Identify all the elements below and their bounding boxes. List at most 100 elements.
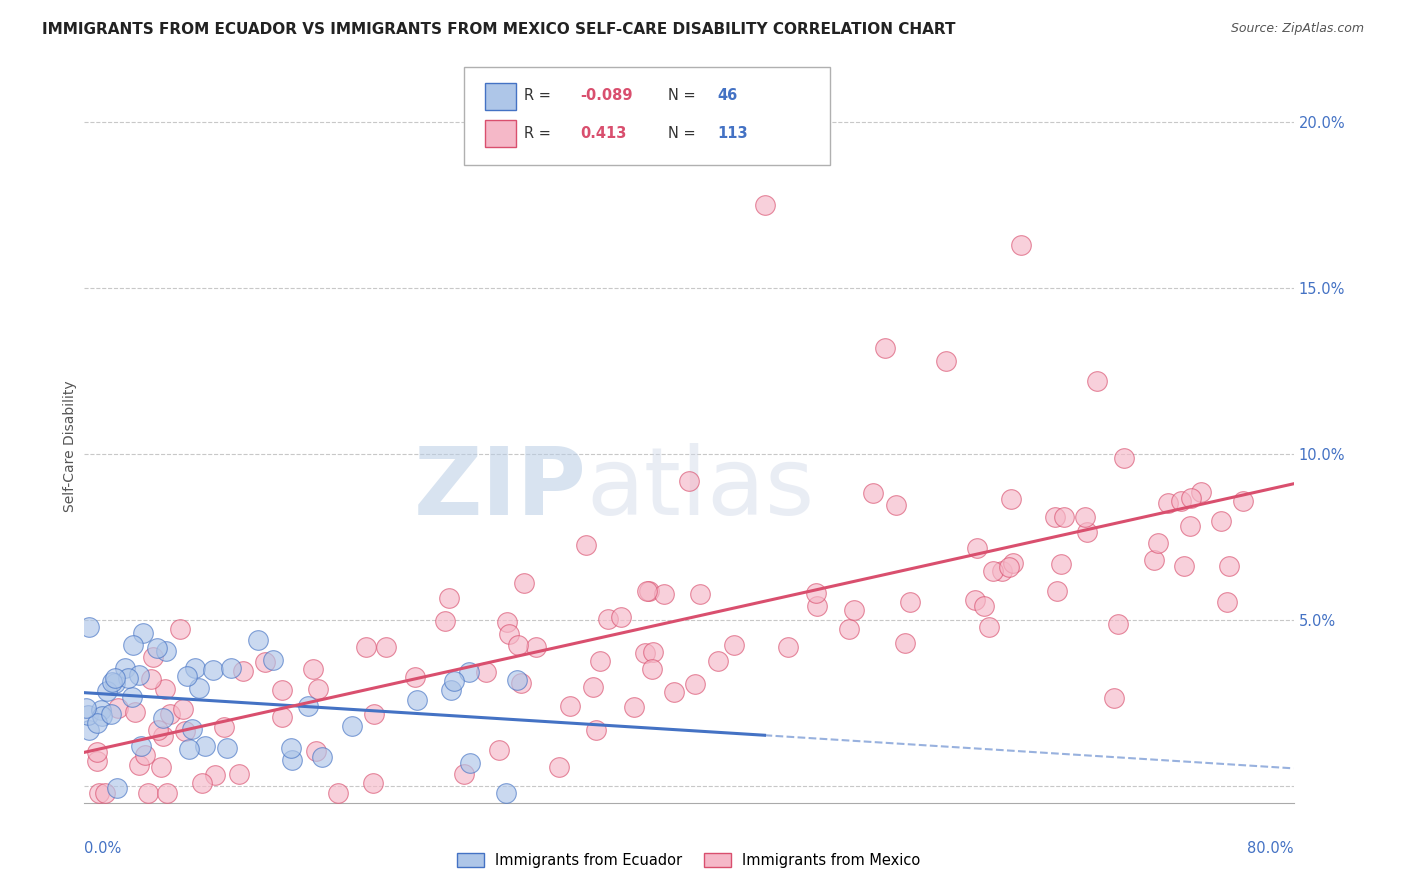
Point — [152, 711, 174, 725]
Point — [204, 768, 226, 782]
Point — [598, 612, 620, 626]
Point — [307, 682, 329, 697]
Point — [117, 672, 139, 686]
Point — [77, 620, 100, 634]
Point — [506, 673, 529, 688]
Point — [191, 775, 214, 789]
Point — [935, 354, 957, 368]
Point — [1211, 515, 1233, 529]
Point — [155, 682, 177, 697]
Point — [723, 638, 745, 652]
Text: -0.089: -0.089 — [581, 88, 633, 103]
Point — [981, 564, 1004, 578]
Point — [1189, 485, 1212, 500]
Point — [1000, 491, 1022, 506]
Point — [623, 700, 645, 714]
Point — [363, 707, 385, 722]
Point — [1076, 524, 1098, 539]
Point — [1046, 583, 1069, 598]
Point — [707, 654, 730, 668]
Point — [89, 786, 111, 800]
Point — [107, 701, 129, 715]
Point — [634, 646, 657, 660]
Point — [152, 729, 174, 743]
Point — [169, 622, 191, 636]
Point — [875, 341, 897, 355]
Point — [86, 715, 108, 730]
Point — [495, 786, 517, 800]
Point — [155, 644, 177, 658]
Point — [86, 745, 108, 759]
Point — [75, 701, 97, 715]
Point — [105, 780, 128, 795]
Point — [122, 638, 145, 652]
Point — [440, 683, 463, 698]
Point — [280, 740, 302, 755]
Point — [1156, 496, 1178, 510]
Point — [1107, 616, 1129, 631]
Point — [498, 627, 520, 641]
Text: N =: N = — [668, 88, 696, 103]
Point — [443, 674, 465, 689]
Point — [1216, 595, 1239, 609]
Point — [183, 661, 205, 675]
Point — [884, 498, 907, 512]
Point — [90, 703, 112, 717]
Text: 0.0%: 0.0% — [84, 841, 121, 856]
Point — [1180, 518, 1202, 533]
Point — [254, 655, 277, 669]
Point — [114, 661, 136, 675]
Point — [510, 675, 533, 690]
Point — [754, 198, 776, 212]
Point — [641, 662, 664, 676]
Point — [506, 639, 529, 653]
Point — [842, 603, 865, 617]
Point — [1146, 536, 1168, 550]
Point — [582, 680, 605, 694]
Point — [838, 622, 860, 636]
Text: Source: ZipAtlas.com: Source: ZipAtlas.com — [1230, 22, 1364, 36]
Point — [496, 615, 519, 629]
Point — [146, 640, 169, 655]
Point — [262, 653, 284, 667]
Point — [94, 786, 117, 800]
Point — [589, 654, 612, 668]
Point — [271, 709, 294, 723]
Point — [1173, 559, 1195, 574]
Point — [1104, 690, 1126, 705]
Point — [638, 584, 661, 599]
Point — [548, 760, 571, 774]
Point — [1074, 509, 1097, 524]
Point — [217, 740, 239, 755]
Point — [977, 620, 1000, 634]
Point — [354, 640, 377, 655]
Point — [86, 754, 108, 768]
Point — [129, 739, 152, 753]
Point — [453, 767, 475, 781]
Point — [406, 693, 429, 707]
Point — [778, 640, 800, 654]
Point — [96, 684, 118, 698]
Point — [585, 723, 607, 738]
Text: N =: N = — [668, 127, 696, 141]
Point — [136, 786, 159, 800]
Point — [132, 626, 155, 640]
Point — [1112, 451, 1135, 466]
Point — [439, 591, 461, 605]
Point — [172, 702, 194, 716]
Point — [201, 664, 224, 678]
Point — [1170, 493, 1192, 508]
Point — [804, 586, 827, 600]
Point — [1001, 556, 1024, 570]
Point — [302, 662, 325, 676]
Point — [898, 595, 921, 609]
Point — [1232, 494, 1254, 508]
Point — [662, 685, 685, 699]
Point — [134, 747, 156, 762]
Point — [100, 675, 122, 690]
Point — [1218, 558, 1240, 573]
Point — [513, 576, 536, 591]
Point — [1049, 557, 1071, 571]
Point — [558, 698, 581, 713]
Text: 0.413: 0.413 — [581, 127, 627, 141]
